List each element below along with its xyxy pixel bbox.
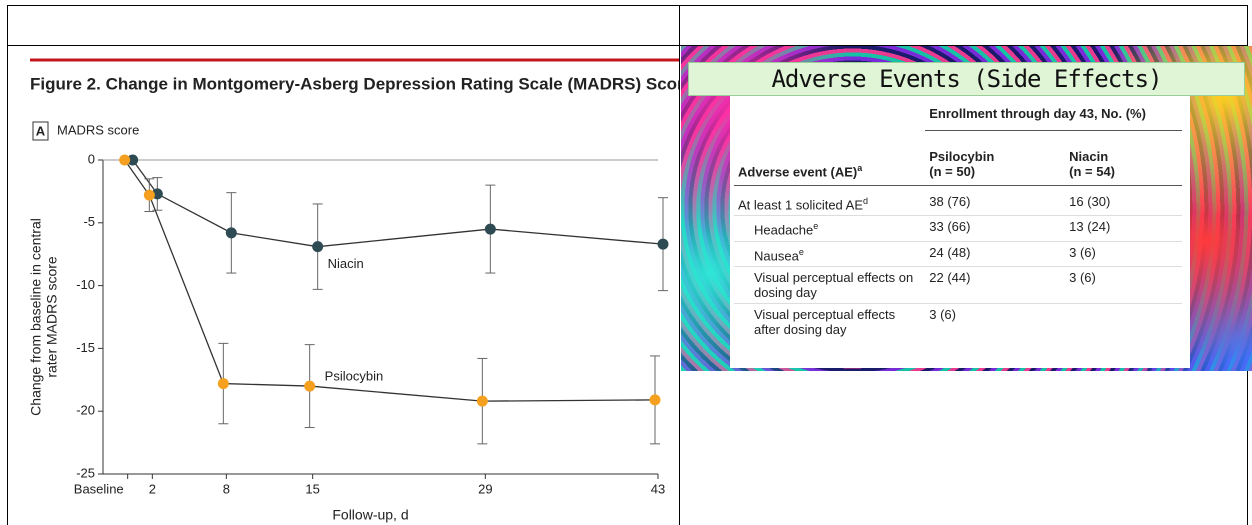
row: Visual perceptual effects on dosing day 2… bbox=[734, 266, 1182, 303]
panel-title: MADRS score bbox=[57, 122, 139, 137]
footnote-mark: a bbox=[857, 163, 862, 173]
group-header: Enrollment through day 43, No. (%) bbox=[929, 106, 1146, 121]
cell: 38 (76) bbox=[925, 186, 1065, 216]
cell: 3 (6) bbox=[1065, 266, 1182, 303]
cell: 13 (24) bbox=[1065, 216, 1182, 241]
cell-text: Visual perceptual effects on dosing day bbox=[754, 270, 913, 300]
cell-text: 3 (6) bbox=[1069, 245, 1096, 260]
cell-line: (n = 50) bbox=[929, 164, 1061, 179]
header-cell: Psilocybin(n = 50) bbox=[925, 146, 1065, 186]
y-tick-label: -25 bbox=[76, 465, 95, 480]
point bbox=[658, 239, 669, 250]
cell-line: Psilocybin bbox=[929, 149, 1061, 164]
series-line bbox=[125, 160, 655, 401]
y-tick-label: -5 bbox=[83, 214, 95, 229]
cell-text: Adverse event (AE) bbox=[738, 164, 857, 179]
cell-text: 38 (76) bbox=[929, 194, 970, 209]
cell: 3 (6) bbox=[925, 303, 1065, 340]
point bbox=[312, 241, 323, 252]
panel-title: Adverse Events (Side Effects) bbox=[688, 62, 1245, 96]
cell-text: At least 1 solicited AE bbox=[738, 197, 863, 212]
x-tick-label: 43 bbox=[651, 481, 665, 496]
cell-text: 13 (24) bbox=[1069, 219, 1110, 234]
chart: Figure 2. Change in Montgomery-Asberg De… bbox=[8, 46, 679, 525]
cell-text: 24 (48) bbox=[929, 245, 970, 260]
cell: Visual perceptual effects on dosing day bbox=[734, 266, 925, 303]
cell: 33 (66) bbox=[925, 216, 1065, 241]
footnote-mark: e bbox=[813, 221, 818, 231]
x-axis-title: Follow-up, d bbox=[332, 507, 408, 523]
spacer bbox=[734, 130, 1182, 146]
y-axis-title: Change from baseline in central bbox=[28, 218, 44, 416]
cell-text: Nausea bbox=[754, 248, 799, 263]
point bbox=[218, 378, 229, 389]
cell-text: 33 (66) bbox=[929, 219, 970, 234]
point bbox=[144, 190, 155, 201]
footnote-mark: d bbox=[863, 196, 868, 206]
cell-text: 3 (6) bbox=[929, 307, 956, 322]
cell: Visual perceptual effects after dosing d… bbox=[734, 303, 925, 340]
cell-text: Visual perceptual effects after dosing d… bbox=[754, 307, 895, 337]
y-tick-label: -10 bbox=[76, 277, 95, 292]
frame-line bbox=[7, 5, 1248, 6]
row: Headachee 33 (66) 13 (24) bbox=[734, 216, 1182, 241]
point bbox=[304, 381, 315, 392]
cell-text: 3 (6) bbox=[1069, 270, 1096, 285]
header-cell: Niacin(n = 54) bbox=[1065, 146, 1182, 186]
page: Figure 2. Change in Montgomery-Asberg De… bbox=[0, 0, 1252, 525]
header-cell: Adverse event (AE)a bbox=[734, 146, 925, 186]
cell: Headachee bbox=[734, 216, 925, 241]
x-tick-label: 29 bbox=[478, 481, 492, 496]
y-tick-label: -20 bbox=[76, 403, 95, 418]
x-tick-label: 2 bbox=[149, 481, 156, 496]
y-tick-label: -15 bbox=[76, 340, 95, 355]
cell-text: Headache bbox=[754, 223, 813, 238]
cell: 24 (48) bbox=[925, 241, 1065, 266]
footnote-mark: e bbox=[799, 247, 804, 257]
cell: 3 (6) bbox=[1065, 241, 1182, 266]
series-line bbox=[133, 160, 663, 247]
point bbox=[485, 224, 496, 235]
cell-text: 22 (44) bbox=[929, 270, 970, 285]
cell: At least 1 solicited AEd bbox=[734, 186, 925, 216]
cell bbox=[734, 96, 925, 130]
row: At least 1 solicited AEd 38 (76) 16 (30) bbox=[734, 186, 1182, 216]
x-tick-label: 15 bbox=[305, 481, 319, 496]
table: Enrollment through day 43, No. (%) Advers… bbox=[734, 96, 1182, 340]
cell: Enrollment through day 43, No. (%) bbox=[925, 96, 1182, 130]
chart-title: Figure 2. Change in Montgomery-Asberg De… bbox=[30, 74, 679, 93]
series-label: Niacin bbox=[328, 256, 364, 271]
cell: 22 (44) bbox=[925, 266, 1065, 303]
point bbox=[650, 394, 661, 405]
cell: Nauseae bbox=[734, 241, 925, 266]
cell bbox=[1065, 303, 1182, 340]
table-panel: Enrollment through day 43, No. (%) Advers… bbox=[730, 96, 1190, 368]
cell-line: (n = 54) bbox=[1069, 164, 1178, 179]
cell-line: Niacin bbox=[1069, 149, 1178, 164]
row: Visual perceptual effects after dosing d… bbox=[734, 303, 1182, 340]
y-axis-title: rater MADRS score bbox=[44, 256, 60, 378]
y-tick-label: 0 bbox=[88, 151, 95, 166]
series-label: Psilocybin bbox=[325, 369, 384, 384]
group-header-row: Enrollment through day 43, No. (%) bbox=[734, 96, 1182, 130]
panel-letter: A bbox=[36, 123, 46, 138]
cell: 16 (30) bbox=[1065, 186, 1182, 216]
x-tick-label: 8 bbox=[223, 481, 230, 496]
cell-text: 16 (30) bbox=[1069, 194, 1110, 209]
point bbox=[119, 155, 130, 166]
frame-line bbox=[679, 5, 680, 525]
row: Nauseae 24 (48) 3 (6) bbox=[734, 241, 1182, 266]
point bbox=[226, 227, 237, 238]
point bbox=[477, 396, 488, 407]
x-tick-label: Baseline bbox=[74, 481, 124, 496]
